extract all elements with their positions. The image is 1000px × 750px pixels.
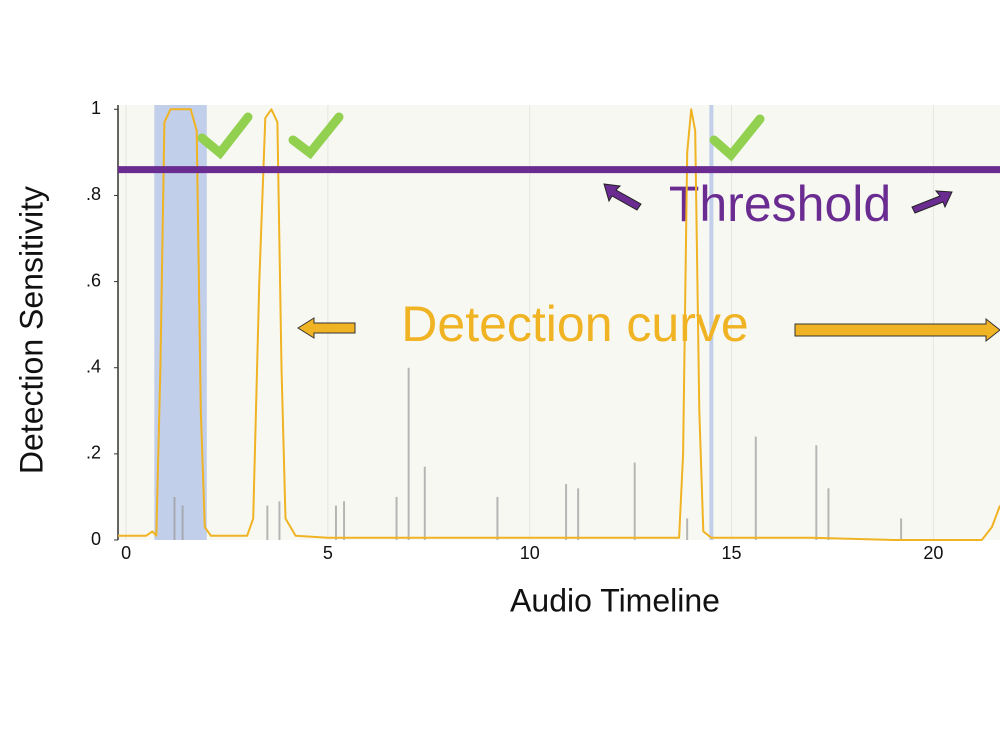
y-tick-label: .8	[86, 184, 101, 204]
x-tick-label: 10	[520, 543, 540, 563]
arrow	[794, 317, 1000, 343]
highlight-region	[709, 105, 714, 540]
y-axis-label: Detection Sensitivity	[13, 186, 49, 474]
curve-arrows	[297, 317, 1000, 343]
x-tick-label: 20	[923, 543, 943, 563]
x-tick-label: 15	[722, 543, 742, 563]
threshold-annotation: Threshold	[669, 176, 891, 232]
checkmark	[288, 112, 344, 160]
checkmark	[709, 114, 765, 162]
plot-area	[118, 105, 1000, 540]
checkmark	[197, 112, 253, 160]
y-tick-label: .2	[86, 443, 101, 463]
threshold-arrows	[603, 183, 953, 214]
curve-annotation: Detection curve	[401, 296, 748, 352]
y-tick-label: .4	[86, 356, 101, 376]
arrow	[911, 190, 953, 214]
detection-curve	[118, 108, 1000, 541]
checkmarks	[197, 112, 765, 162]
x-axis-label: Audio Timeline	[510, 582, 720, 618]
y-tick-label: .6	[86, 270, 101, 290]
x-tick-label: 0	[121, 543, 131, 563]
arrow	[297, 317, 356, 339]
x-tick-label: 5	[323, 543, 333, 563]
y-tick-label: 0	[91, 529, 101, 549]
arrow	[603, 183, 642, 211]
y-tick-label: 1	[91, 98, 101, 118]
